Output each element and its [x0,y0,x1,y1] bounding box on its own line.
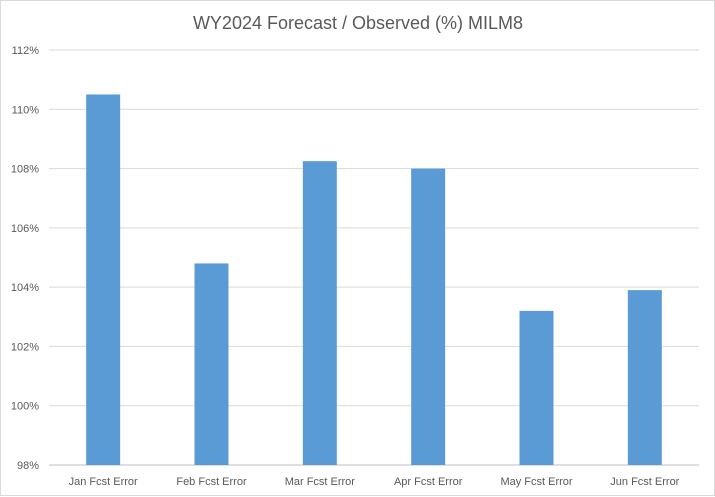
y-axis-tick-labels: 98% 100% 102% 104% 106% 108% 110% 112% [11,45,39,472]
gridlines [49,49,699,466]
bar [194,263,229,465]
bar [302,161,337,466]
y-tick-label: 106% [11,223,39,235]
x-tick-label: Apr Fcst Error [394,476,463,488]
bar [411,168,446,466]
bar [519,310,554,465]
bar [627,290,662,465]
y-tick-label: 98% [17,460,39,472]
y-tick-label: 112% [12,45,40,57]
y-tick-label: 110% [12,104,40,116]
y-tick-label: 102% [11,341,39,353]
x-tick-label: Jun Fcst Error [610,476,679,488]
y-tick-label: 108% [11,164,39,176]
chart-title: WY2024 Forecast / Observed (%) MILM8 [193,13,523,33]
y-tick-label: 100% [11,401,39,413]
bars [86,94,662,466]
x-axis-tick-labels: Jan Fcst Error Feb Fcst Error Mar Fcst Err… [69,476,680,488]
x-tick-label: Mar Fcst Error [285,476,356,488]
x-tick-label: Jan Fcst Error [69,476,138,488]
x-tick-label: May Fcst Error [500,476,572,488]
x-tick-label: Feb Fcst Error [176,476,247,488]
bar [86,94,121,465]
y-tick-label: 104% [11,282,39,294]
